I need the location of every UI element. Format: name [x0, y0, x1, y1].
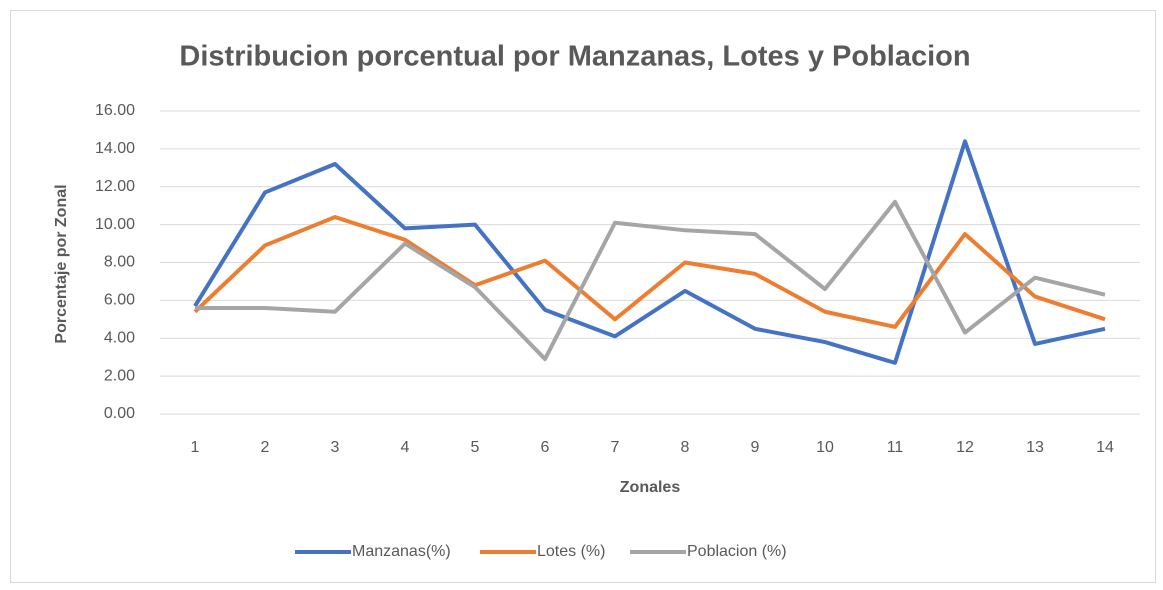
x-axis-title: Zonales — [620, 479, 681, 496]
x-tick-label: 11 — [887, 439, 904, 456]
y-tick-label: 6.00 — [104, 292, 135, 309]
legend-label: Manzanas(%) — [352, 543, 451, 560]
y-axis-title: Porcentaje por Zonal — [53, 184, 70, 343]
chart-title: Distribucion porcentual por Manzanas, Lo… — [179, 41, 970, 73]
y-tick-label: 10.00 — [95, 216, 135, 233]
chart-border — [10, 10, 1156, 583]
x-tick-label: 14 — [1096, 439, 1114, 456]
line-series — [193, 139, 1106, 365]
x-tick-label: 10 — [816, 439, 834, 456]
x-tick-label: 4 — [401, 439, 410, 456]
x-tick-label: 7 — [611, 439, 620, 456]
y-tick-label: 2.00 — [104, 367, 135, 384]
x-tick-label: 2 — [261, 439, 270, 456]
legend-label: Poblacion (%) — [687, 543, 787, 560]
x-tick-label: 9 — [751, 439, 760, 456]
x-tick-label: 6 — [541, 439, 550, 456]
x-tick-label: 5 — [471, 439, 480, 456]
y-tick-label: 8.00 — [104, 254, 135, 271]
y-tick-label: 4.00 — [104, 329, 135, 346]
line-series — [195, 199, 1106, 362]
y-tick-label: 14.00 — [95, 140, 135, 157]
line-series — [193, 215, 1106, 329]
y-tick-label: 12.00 — [95, 178, 135, 195]
y-tick-label: 16.00 — [95, 102, 135, 119]
x-tick-label: 1 — [191, 439, 200, 456]
x-tick-label: 13 — [1026, 439, 1044, 456]
x-tick-label: 12 — [956, 439, 974, 456]
x-tick-label: 3 — [331, 439, 340, 456]
legend-label: Lotes (%) — [537, 543, 605, 560]
x-tick-label: 8 — [681, 439, 690, 456]
y-tick-label: 0.00 — [104, 405, 135, 422]
